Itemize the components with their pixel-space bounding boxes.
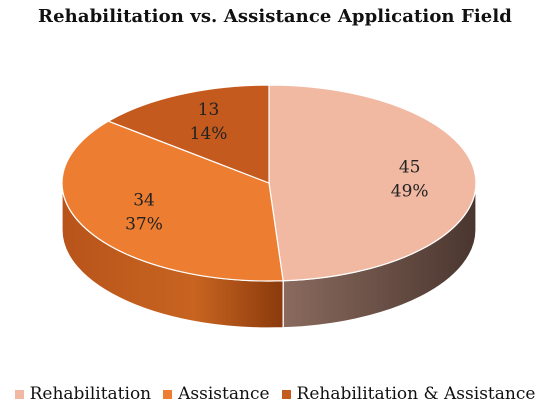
legend-label-rehabilitation-and-assistance: Rehabilitation & Assistance	[296, 384, 536, 404]
data-label-percent-assistance: 37%	[125, 215, 163, 235]
chart-title: Rehabilitation vs. Assistance Applicatio…	[38, 6, 512, 27]
legend-label-assistance: Assistance	[178, 384, 270, 404]
legend-swatch-assistance	[163, 389, 173, 399]
slice-rehabilitation	[268, 84, 477, 282]
legend: Rehabilitation Assistance Rehabilitation…	[0, 384, 550, 404]
legend-label-rehabilitation: Rehabilitation	[29, 384, 152, 404]
data-label-value-assistance: 34	[133, 191, 155, 211]
data-label-percent-rehabilitation-and-assistance: 14%	[190, 124, 228, 144]
legend-item-rehabilitation: Rehabilitation	[14, 384, 152, 404]
slice-rehabilitation-and-assistance	[107, 84, 270, 184]
data-label-percent-rehabilitation: 49%	[391, 182, 429, 202]
slice-assistance	[61, 120, 284, 282]
legend-item-assistance: Assistance	[163, 384, 270, 404]
legend-item-rehabilitation-and-assistance: Rehabilitation & Assistance	[281, 384, 536, 404]
legend-swatch-rehabilitation	[14, 389, 24, 399]
legend-swatch-rehabilitation-and-assistance	[281, 389, 291, 399]
data-label-value-rehabilitation-and-assistance: 13	[198, 100, 220, 120]
data-label-value-rehabilitation: 45	[399, 158, 421, 178]
